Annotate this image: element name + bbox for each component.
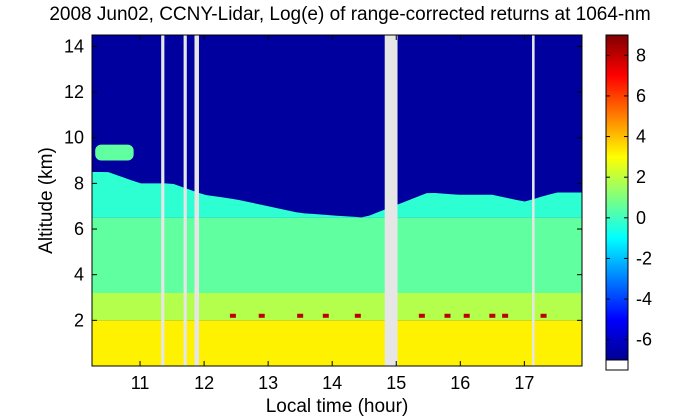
data-gap: [384, 35, 398, 366]
layer-boundary-layer: [92, 293, 582, 321]
y-tick-label: 10: [64, 128, 84, 148]
data-gap: [532, 35, 535, 366]
data-gap: [161, 35, 165, 366]
lidar-heatmap: [92, 35, 582, 366]
x-axis: 11 12 13 14 15 16 17: [131, 35, 534, 393]
colorbar-tick-label: -2: [636, 248, 652, 268]
x-tick-label: 16: [450, 373, 470, 393]
x-tick-label: 17: [514, 373, 534, 393]
x-tick-label: 11: [131, 373, 150, 393]
colorbar-tick-label: 6: [636, 86, 646, 106]
layer-upper-aerosol-layer: [92, 172, 582, 218]
strong-return: [322, 313, 329, 318]
colorbar-tick-label: -4: [636, 289, 652, 309]
strong-return: [297, 313, 304, 318]
colorbar-tick-label: 0: [636, 208, 646, 228]
x-tick-label: 14: [322, 373, 342, 393]
data-gap: [194, 35, 199, 366]
chart-title: 2008 Jun02, CCNY-Lidar, Log(e) of range-…: [49, 4, 651, 25]
y-tick-label: 8: [74, 173, 84, 193]
data-gap: [183, 35, 187, 366]
strong-return: [540, 313, 547, 318]
layer-surface-layer: [92, 320, 582, 366]
colorbar-tick-label: -6: [636, 330, 652, 350]
y-tick-label: 2: [74, 310, 84, 330]
y-axis-label: Altitude (km): [36, 147, 57, 254]
colorbar-ticks: 8 6 4 2 0 -2 -4 -6: [606, 45, 652, 350]
y-tick-label: 12: [64, 82, 84, 102]
strong-return: [444, 313, 451, 318]
y-tick-label: 4: [74, 265, 84, 285]
y-tick-label: 6: [74, 219, 84, 239]
x-tick-label: 15: [386, 373, 406, 393]
x-axis-label: Local time (hour): [266, 396, 409, 417]
strong-return: [354, 313, 361, 318]
colorbar-tick-label: 4: [636, 127, 646, 147]
strong-return: [229, 313, 236, 318]
plot-frame: [91, 34, 583, 367]
colorbar-under-swatch: [605, 359, 629, 371]
strong-return: [258, 313, 265, 318]
x-tick-label: 13: [258, 373, 278, 393]
elevated-layer: [95, 144, 134, 161]
y-axis: 2 4 6 8 10 12 14: [64, 36, 582, 330]
strong-return: [463, 313, 470, 318]
colorbar-tick-label: 2: [636, 167, 646, 187]
colorbar-tick-label: 8: [636, 45, 646, 65]
strong-return: [489, 313, 496, 318]
x-tick-label: 12: [194, 373, 214, 393]
strong-return: [502, 313, 509, 318]
layer-lower-free-troposphere: [92, 217, 582, 293]
y-tick-label: 14: [64, 36, 84, 56]
strong-return: [418, 313, 425, 318]
colorbar: [605, 34, 629, 361]
